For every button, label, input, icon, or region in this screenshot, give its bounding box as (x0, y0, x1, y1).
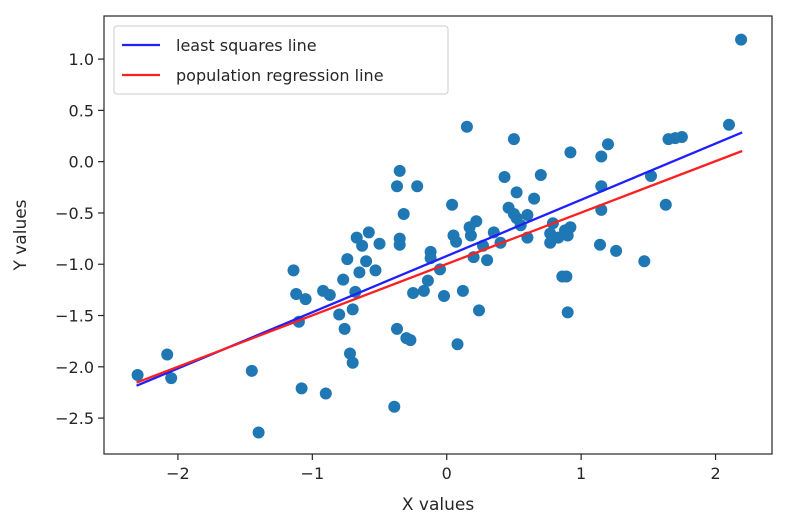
data-point (421, 274, 434, 287)
x-tick-label: −2 (166, 464, 190, 483)
regression-lines (136, 131, 743, 387)
data-point (338, 322, 351, 335)
data-point (521, 209, 534, 221)
data-point (131, 369, 144, 381)
data-point (417, 284, 430, 297)
data-point (528, 192, 541, 205)
data-point (333, 308, 346, 321)
legend-label-2: population regression line (176, 66, 384, 85)
data-point (397, 208, 410, 220)
y-tick-label: −1.5 (55, 307, 94, 326)
data-point (317, 284, 330, 297)
scatter-points (131, 33, 748, 439)
x-tick-label: 0 (442, 464, 452, 483)
data-point (473, 304, 485, 317)
data-point (446, 198, 459, 211)
data-point (463, 221, 476, 234)
y-axis-label: Y values (11, 199, 31, 271)
y-tick-label: −1.0 (55, 255, 94, 274)
data-point (341, 253, 354, 266)
data-point (350, 231, 363, 244)
legend-label-1: least squares line (176, 36, 317, 55)
data-point (353, 266, 366, 279)
data-point (498, 171, 511, 183)
data-point (360, 255, 373, 268)
data-point (544, 227, 557, 240)
data-point (407, 287, 420, 299)
data-point (393, 164, 406, 177)
data-point (362, 226, 375, 239)
data-point (595, 150, 608, 163)
data-point (481, 254, 494, 267)
data-point (287, 264, 300, 277)
data-point (602, 138, 614, 151)
legend: least squares line population regression … (113, 25, 449, 95)
data-point (447, 229, 460, 242)
data-point (735, 33, 748, 46)
data-point (544, 236, 557, 249)
data-point (369, 264, 382, 277)
data-point (245, 364, 258, 377)
data-point (388, 400, 401, 413)
legend-box (113, 25, 449, 95)
data-point (556, 270, 569, 283)
data-point (295, 382, 308, 395)
data-point (373, 237, 386, 250)
data-point (451, 338, 464, 351)
data-point (456, 284, 469, 297)
data-point (161, 348, 174, 361)
data-point (659, 198, 672, 211)
data-point (346, 303, 359, 316)
data-point (534, 169, 547, 181)
data-point (460, 120, 473, 133)
data-point (319, 387, 332, 400)
data-point (723, 118, 735, 131)
y-tick-label: −0.5 (55, 204, 94, 223)
data-point (594, 238, 606, 251)
data-point (290, 288, 303, 300)
data-point (344, 347, 356, 360)
data-point (438, 290, 450, 302)
x-axis-label: X values (402, 495, 474, 515)
data-point (662, 133, 675, 146)
data-point (391, 180, 403, 193)
data-point (510, 186, 523, 199)
data-point (165, 372, 178, 385)
y-tick-label: −2.5 (55, 409, 94, 428)
x-axis-ticks: −2 −1 0 1 2 (166, 454, 721, 483)
y-axis-ticks: 1.0 0.5 0.0 −0.5 −1.0 −1.5 −2.0 −2.5 (55, 50, 104, 428)
data-point (411, 180, 424, 193)
x-tick-label: −1 (301, 464, 325, 483)
x-tick-label: 1 (576, 464, 586, 483)
plot-area-frame (103, 15, 773, 455)
data-point (400, 332, 413, 345)
y-tick-label: 0.0 (69, 153, 94, 172)
data-point (346, 356, 359, 369)
x-tick-label: 2 (710, 464, 720, 483)
data-point (391, 322, 403, 335)
data-point (393, 232, 406, 245)
y-tick-label: −2.0 (55, 358, 94, 377)
data-point (337, 273, 350, 286)
data-point (638, 255, 651, 268)
data-point (502, 201, 515, 214)
y-tick-label: 0.5 (69, 101, 94, 120)
data-point (610, 244, 623, 257)
data-point (252, 426, 265, 439)
data-point (299, 293, 312, 306)
series-line-2 (136, 149, 743, 384)
y-tick-label: 1.0 (69, 50, 94, 69)
data-point (564, 146, 577, 159)
data-point (561, 306, 574, 319)
data-point (507, 133, 520, 146)
